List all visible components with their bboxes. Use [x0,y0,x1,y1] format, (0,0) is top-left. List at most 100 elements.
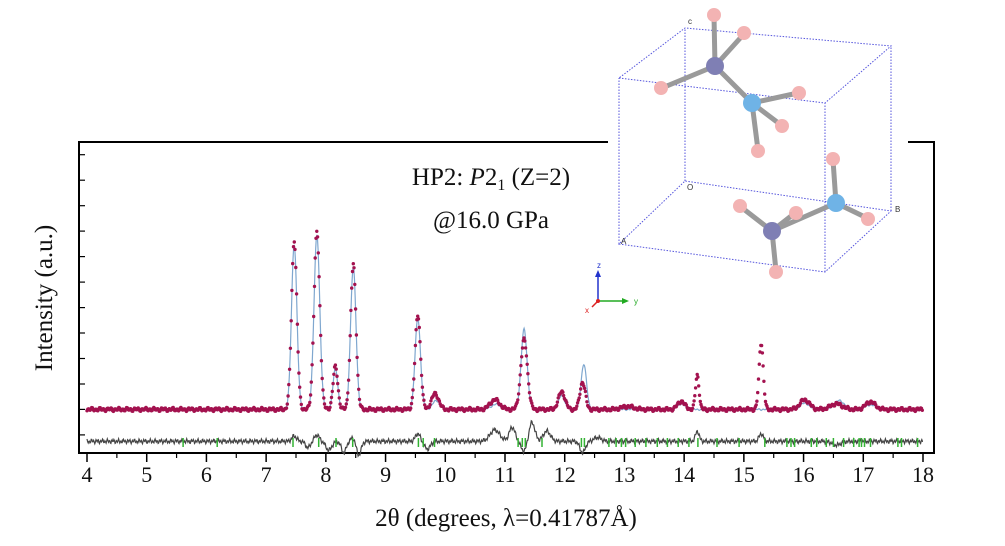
observed-point [316,251,320,255]
observed-point [344,402,348,406]
observed-point [697,384,701,388]
observed-point [356,373,360,377]
boron-atom-lower [827,194,845,212]
observed-point [516,398,520,402]
x-tick-label: 7 [261,462,272,487]
observed-point [332,372,336,376]
observed-point [528,396,532,400]
observed-point [419,357,423,361]
observed-point [292,240,296,244]
observed-point [579,387,583,391]
observed-point [556,396,560,400]
x-tick-label: 12 [554,462,576,487]
observed-point [437,399,442,403]
x-tick-label: 18 [912,462,934,487]
observed-point [692,399,696,403]
title-prefix: HP2: [412,164,470,191]
crystal-structure-inset: c O A B [608,2,908,284]
observed-point [518,373,522,377]
observed-point [762,379,766,383]
observed-point [287,367,292,371]
chart-title-line1: HP2: P21 (Z=2) [412,164,570,194]
observed-point [350,269,355,274]
observed-point [754,403,758,407]
observed-point [422,398,426,402]
observed-point [291,245,296,249]
observed-point [522,336,526,340]
observed-point [583,389,588,394]
observed-point [351,262,355,266]
observed-point [352,266,356,270]
observed-point [575,401,580,405]
x-axis-label: 2θ (degrees, λ=0.41787Å) [375,505,637,532]
observed-point [524,354,529,358]
observed-point [423,403,427,407]
observed-point [693,394,697,398]
title-space-group-subscript: 1 [497,177,505,194]
x-tick-label: 14 [673,462,695,487]
observed-point [530,404,535,408]
observed-point [757,362,761,366]
observed-point [330,389,334,394]
observed-point [294,265,298,270]
observed-point [517,383,522,387]
observed-point [565,400,569,405]
molecule-lower [733,152,875,279]
x-tick-label: 4 [82,462,93,487]
cell-label-c: c [688,17,692,26]
observed-point [289,319,293,323]
observed-point [293,247,297,252]
observed-point [345,398,349,402]
observed-point [695,372,699,377]
observed-point [416,314,420,318]
observed-point [312,284,317,289]
x-tick-label: 13 [613,462,635,487]
observed-point [349,308,353,313]
observed-point [335,374,339,378]
observed-point [296,350,300,354]
observed-point [319,333,323,338]
observed-point [763,392,767,396]
observed-point [307,403,311,407]
x-axis-ticks: 4 5 6 7 8 9 10 11 12 13 14 15 16 17 18 [82,453,934,487]
observed-point [355,355,359,360]
observed-point [412,377,416,381]
observed-point [343,405,348,410]
observed-point [418,340,422,344]
observed-point [350,286,354,290]
observed-point [527,391,532,395]
observed-point [336,381,340,386]
observed-point [555,400,560,404]
observed-point [761,364,765,368]
observed-point [338,402,342,406]
observed-point [798,401,803,405]
observed-point [295,322,300,326]
nitrogen-atom [706,57,724,75]
cell-label-b: B [895,205,900,214]
observed-point [575,404,579,408]
observed-point [417,325,421,330]
observed-point [313,256,317,260]
observed-point [420,385,425,389]
unit-cell [617,27,893,273]
observed-point [515,400,519,405]
observed-point [353,307,358,311]
observed-point [346,378,351,382]
observed-point [578,392,582,396]
observed-point [756,390,760,395]
observed-point [410,395,414,400]
title-space-group-symbol: P [469,164,485,191]
observed-profile [85,229,924,414]
observed-point [577,396,581,400]
observed-point [328,405,332,410]
observed-point [284,406,289,410]
observed-point [523,346,528,350]
observed-point [693,386,698,390]
observed-point [756,377,761,381]
title-space-group-number: 2 [485,164,498,191]
observed-point [411,388,415,392]
observed-point [308,400,312,405]
observed-point [516,392,521,396]
observed-point [519,363,523,368]
observed-point [434,393,438,397]
